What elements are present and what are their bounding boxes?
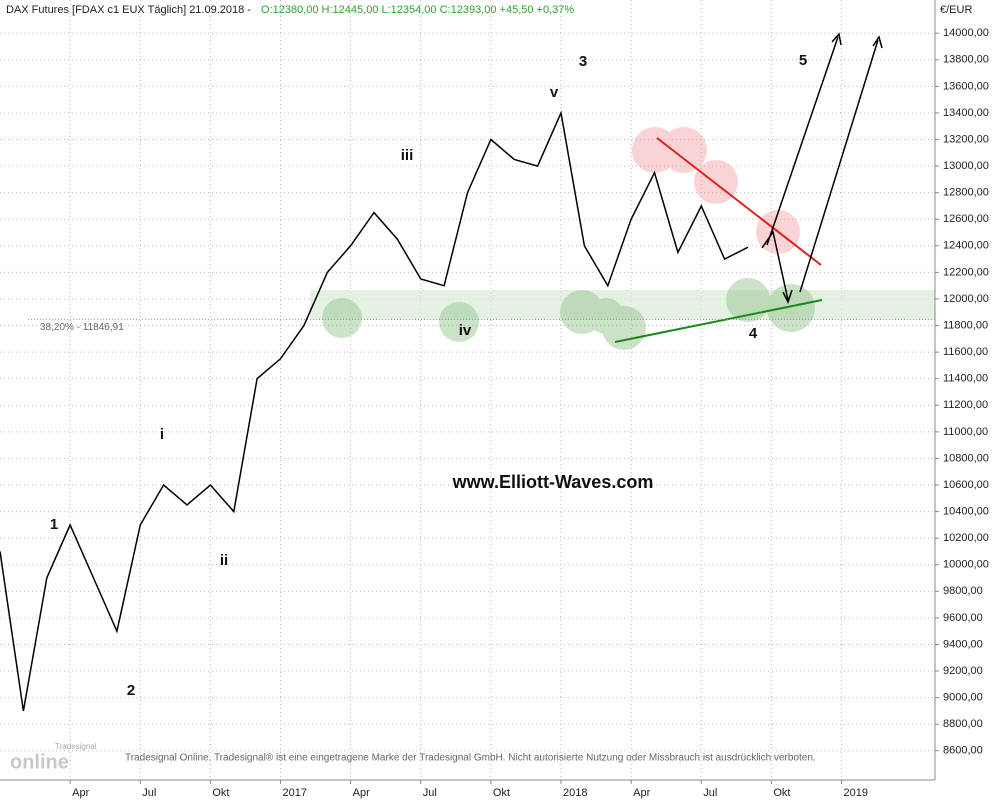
y-tick-label: 13800,00 xyxy=(943,54,989,66)
wave-label: 5 xyxy=(799,52,807,69)
y-tick-label: 10800,00 xyxy=(943,452,989,464)
support-zone xyxy=(310,290,935,320)
x-tick-label: 2017 xyxy=(283,787,307,799)
y-tick-label: 9800,00 xyxy=(943,585,983,597)
y-tick-label: 12400,00 xyxy=(943,240,989,252)
y-tick-label: 10400,00 xyxy=(943,505,989,517)
y-tick-label: 8600,00 xyxy=(943,745,983,757)
y-tick-label: 13000,00 xyxy=(943,160,989,172)
wave-label: iv xyxy=(459,322,472,339)
y-tick-label: 9600,00 xyxy=(943,612,983,624)
x-tick-label: Okt xyxy=(773,787,790,799)
wave-label: v xyxy=(550,84,559,101)
y-tick-label: 12600,00 xyxy=(943,213,989,225)
wave-label: 3 xyxy=(579,53,587,70)
x-tick-label: 2018 xyxy=(563,787,587,799)
disclaimer: Tradesignal Online. Tradesignal® ist ein… xyxy=(125,753,816,764)
resistance-line xyxy=(656,137,822,266)
wave-label: 1 xyxy=(50,516,58,533)
y-tick-label: 9200,00 xyxy=(943,665,983,677)
y-tick-label: 8800,00 xyxy=(943,718,983,730)
fib-label: 38,20% - 11846,91 xyxy=(40,322,124,333)
x-tick-label: Okt xyxy=(212,787,229,799)
price-line xyxy=(0,110,749,712)
y-tick-label: 11000,00 xyxy=(943,426,988,438)
y-tick-label: 13600,00 xyxy=(943,80,989,92)
y-tick-label: 13200,00 xyxy=(943,133,989,145)
y-tick-label: 12200,00 xyxy=(943,266,989,278)
arrows xyxy=(761,32,883,304)
y-tick-label: 12000,00 xyxy=(943,293,989,305)
x-tick-label: Jul xyxy=(142,787,156,799)
y-tick-label: 11800,00 xyxy=(943,319,988,331)
wave-label: i xyxy=(160,426,164,443)
y-tick-label: 11200,00 xyxy=(943,399,988,411)
wave-label: iii xyxy=(401,147,414,164)
support-line xyxy=(614,299,823,343)
y-tick-label: 9400,00 xyxy=(943,638,983,650)
website: www.Elliott-Waves.com xyxy=(452,472,654,492)
x-tick-label: Apr xyxy=(72,787,89,799)
x-tick-label: Apr xyxy=(633,787,650,799)
y-tick-label: 10200,00 xyxy=(943,532,989,544)
header-quote: O:12380,00 H:12445,00 L:12354,00 C:12393… xyxy=(261,4,574,16)
circles xyxy=(322,127,815,350)
x-tick-label: Apr xyxy=(353,787,370,799)
x-tick-label: 2019 xyxy=(844,787,868,799)
x-tick-label: Okt xyxy=(493,787,510,799)
y-tick-label: 10600,00 xyxy=(943,479,989,491)
wave-label: 4 xyxy=(749,325,758,342)
unit-label: €/EUR xyxy=(940,4,972,16)
x-tick-label: Jul xyxy=(703,787,717,799)
y-tick-label: 11400,00 xyxy=(943,373,988,385)
wave-label: ii xyxy=(220,552,228,569)
wave-label: 2 xyxy=(127,682,135,699)
plot xyxy=(0,110,935,712)
x-tick-label: Jul xyxy=(423,787,437,799)
logo: online xyxy=(10,751,69,773)
y-tick-label: 12800,00 xyxy=(943,187,989,199)
y-tick-label: 11600,00 xyxy=(943,346,988,358)
y-tick-label: 13400,00 xyxy=(943,107,989,119)
y-tick-label: 10000,00 xyxy=(943,559,989,571)
logo-small: Tradesignal xyxy=(55,742,97,751)
header-title: DAX Futures [FDAX c1 EUX Täglich] 21.09.… xyxy=(6,4,251,16)
y-tick-label: 14000,00 xyxy=(943,27,989,39)
y-tick-label: 9000,00 xyxy=(943,692,983,704)
